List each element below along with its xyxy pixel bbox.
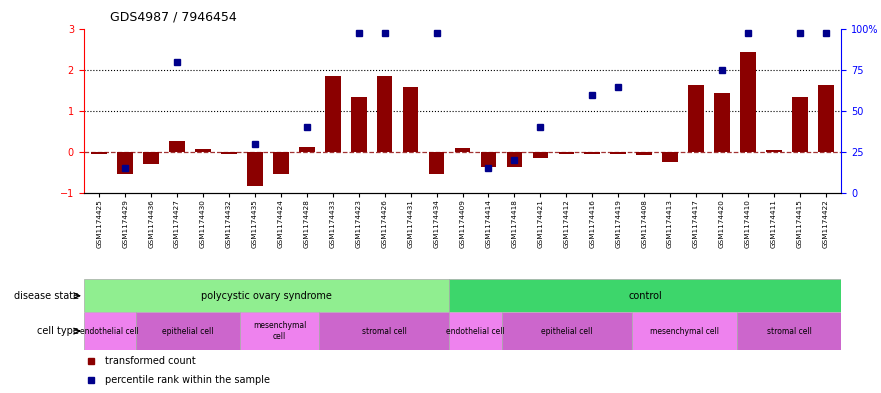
Bar [351, 97, 366, 152]
Bar [449, 312, 501, 350]
Bar [688, 84, 704, 152]
Text: control: control [628, 291, 663, 301]
Bar [273, 152, 289, 174]
Bar [84, 312, 136, 350]
Bar [84, 279, 449, 312]
Bar [429, 152, 444, 174]
Bar [455, 148, 470, 152]
Text: stromal cell: stromal cell [766, 327, 811, 336]
Bar [501, 312, 633, 350]
Bar [818, 84, 833, 152]
Bar [533, 152, 548, 158]
Bar [319, 312, 449, 350]
Text: GDS4987 / 7946454: GDS4987 / 7946454 [110, 11, 237, 24]
Bar [92, 152, 107, 154]
Bar [507, 152, 522, 167]
Bar [559, 152, 574, 154]
Text: cell type: cell type [37, 326, 79, 336]
Text: disease state: disease state [14, 291, 79, 301]
Bar [584, 152, 600, 154]
Text: mesenchymal
cell: mesenchymal cell [253, 321, 307, 341]
Bar [117, 152, 133, 174]
Bar [740, 52, 756, 152]
Bar [144, 152, 159, 164]
Text: stromal cell: stromal cell [362, 327, 407, 336]
Bar [714, 93, 729, 152]
Bar [377, 76, 392, 152]
Text: percentile rank within the sample: percentile rank within the sample [105, 375, 270, 386]
Bar [169, 141, 185, 152]
Bar [136, 312, 241, 350]
Text: endothelial cell: endothelial cell [80, 327, 139, 336]
Text: transformed count: transformed count [105, 356, 196, 366]
Text: epithelial cell: epithelial cell [162, 327, 214, 336]
Text: epithelial cell: epithelial cell [541, 327, 593, 336]
Bar [611, 152, 626, 154]
Bar [196, 149, 211, 152]
Bar [636, 152, 652, 155]
Bar [221, 152, 237, 154]
Bar [248, 152, 263, 186]
Text: mesenchymal cell: mesenchymal cell [650, 327, 719, 336]
Bar [633, 312, 737, 350]
Bar [241, 312, 319, 350]
Bar [325, 76, 341, 152]
Bar [481, 152, 496, 167]
Bar [403, 86, 418, 152]
Bar [792, 97, 808, 152]
Bar [663, 152, 677, 162]
Text: polycystic ovary syndrome: polycystic ovary syndrome [201, 291, 332, 301]
Bar [766, 150, 781, 152]
Text: endothelial cell: endothelial cell [446, 327, 505, 336]
Bar [737, 312, 841, 350]
Bar [449, 279, 841, 312]
Bar [299, 147, 315, 152]
